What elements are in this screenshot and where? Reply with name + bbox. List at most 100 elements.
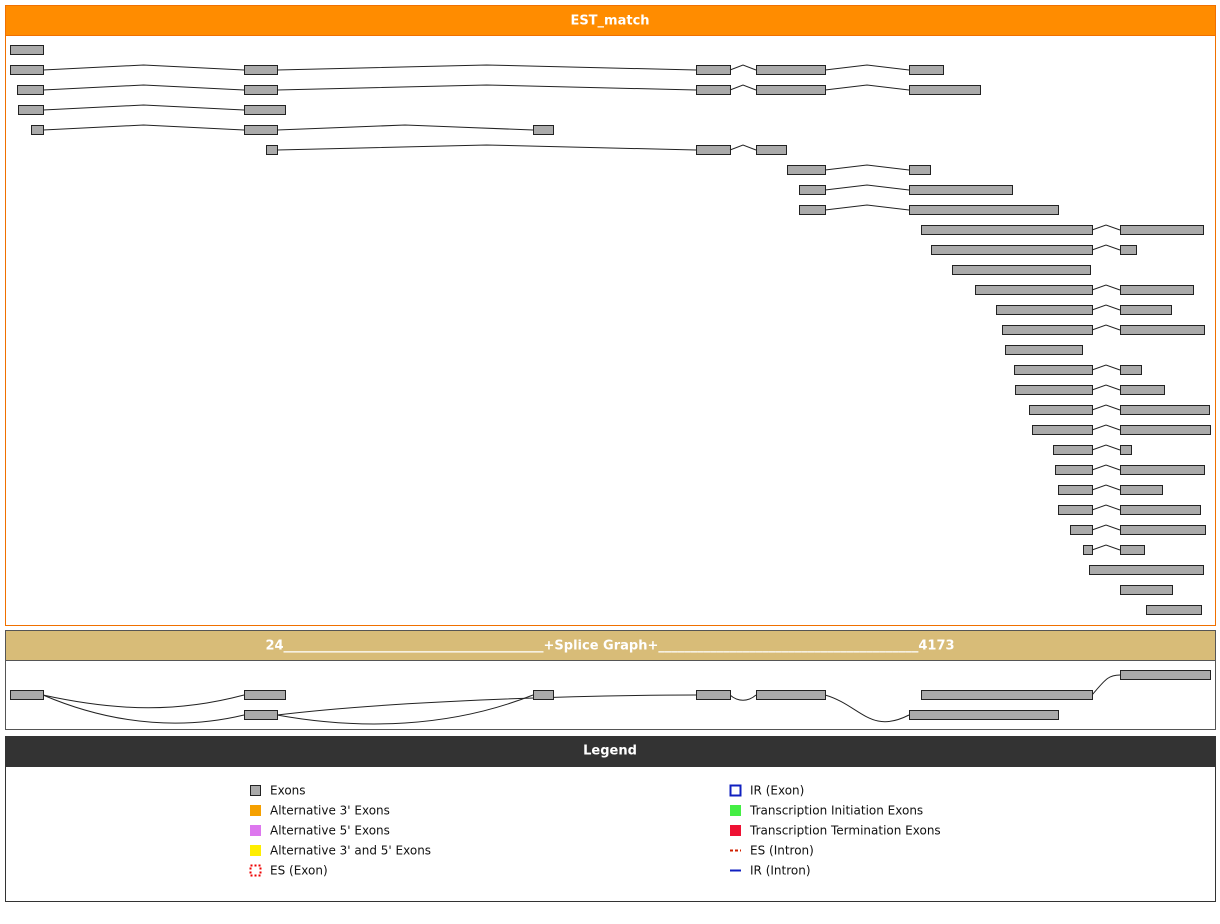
legend-label: ES (Exon) <box>270 864 328 878</box>
exon <box>909 85 981 95</box>
exon <box>1089 565 1204 575</box>
exon <box>1055 465 1093 475</box>
exon <box>756 65 826 75</box>
splice-edge <box>42 694 245 724</box>
splice-edge <box>824 694 910 723</box>
intron <box>1091 244 1121 251</box>
icon-alt35 <box>250 845 261 856</box>
exon <box>1029 405 1093 415</box>
exon <box>909 165 931 175</box>
splice-exon <box>1120 670 1211 680</box>
legend-label: Alternative 3' Exons <box>270 804 390 818</box>
exon <box>1032 425 1093 435</box>
icon-es-exon <box>249 864 262 877</box>
exon <box>1120 365 1142 375</box>
exon <box>756 85 826 95</box>
intron <box>42 64 245 71</box>
exon <box>1014 365 1093 375</box>
exon <box>1120 505 1201 515</box>
exon <box>1120 545 1145 555</box>
exon <box>1120 485 1163 495</box>
exon <box>696 85 731 95</box>
splice-edge <box>1091 674 1121 696</box>
icon-term <box>730 825 741 836</box>
splice-header <box>5 630 1216 661</box>
exon <box>1120 245 1137 255</box>
splice-exon <box>533 690 554 700</box>
legend-label: Alternative 5' Exons <box>270 824 390 838</box>
intron <box>276 144 697 151</box>
exon <box>244 85 278 95</box>
intron <box>1091 364 1121 371</box>
legend-label: IR (Exon) <box>750 784 804 798</box>
intron <box>1091 404 1121 411</box>
exon <box>1120 445 1132 455</box>
intron <box>1091 544 1121 551</box>
splice-exon <box>244 710 278 720</box>
exon <box>909 185 1013 195</box>
splice-exon <box>696 690 731 700</box>
exon <box>1120 405 1210 415</box>
intron <box>1091 444 1121 451</box>
splice-edge <box>276 694 534 725</box>
legend-icons <box>249 784 742 877</box>
exon <box>975 285 1093 295</box>
exon <box>1120 465 1205 475</box>
est-panel <box>5 5 1216 626</box>
exon <box>17 85 44 95</box>
exon <box>31 125 44 135</box>
splice-exon <box>756 690 826 700</box>
icon-init <box>730 805 741 816</box>
exon <box>1120 385 1165 395</box>
exon <box>756 145 787 155</box>
intron <box>824 84 910 91</box>
exon <box>1083 545 1093 555</box>
legend-label: ES (Intron) <box>750 844 814 858</box>
legend-label: Transcription Initiation Exons <box>749 804 923 818</box>
legend-title: Legend <box>583 744 637 759</box>
intron <box>42 104 245 111</box>
exon <box>1146 605 1202 615</box>
exon <box>931 245 1093 255</box>
icon-alt5 <box>250 825 261 836</box>
exon <box>1120 325 1205 335</box>
splice-title: 24______________________________________… <box>265 639 954 654</box>
splice-exon <box>244 690 286 700</box>
intron <box>1091 424 1121 431</box>
intron <box>824 164 910 171</box>
exon <box>1120 585 1173 595</box>
exon <box>533 125 554 135</box>
exon <box>1053 445 1093 455</box>
intron <box>1091 484 1121 491</box>
exon <box>909 65 944 75</box>
exon <box>10 65 44 75</box>
legend-label: IR (Intron) <box>750 864 811 878</box>
exon <box>18 105 44 115</box>
intron <box>824 64 910 71</box>
intron <box>1091 384 1121 391</box>
splice-edge <box>42 694 245 709</box>
intron <box>1091 284 1121 291</box>
intron <box>729 64 757 71</box>
intron <box>42 84 245 91</box>
exon <box>996 305 1093 315</box>
exon <box>244 125 278 135</box>
intron <box>729 144 757 151</box>
intron <box>1091 524 1121 531</box>
exon <box>244 65 278 75</box>
est-title: EST_match <box>570 14 649 29</box>
intron <box>729 84 757 91</box>
splice-exon <box>10 690 44 700</box>
intron <box>824 184 910 191</box>
exon <box>1002 325 1093 335</box>
icon-alt3 <box>250 805 261 816</box>
icon-ir-exon <box>729 784 742 797</box>
legend-label: Exons <box>270 784 306 798</box>
exon <box>799 205 826 215</box>
exon <box>1120 525 1206 535</box>
intron <box>1091 464 1121 471</box>
splice-exon <box>909 710 1059 720</box>
intron <box>1091 504 1121 511</box>
exon <box>1015 385 1093 395</box>
